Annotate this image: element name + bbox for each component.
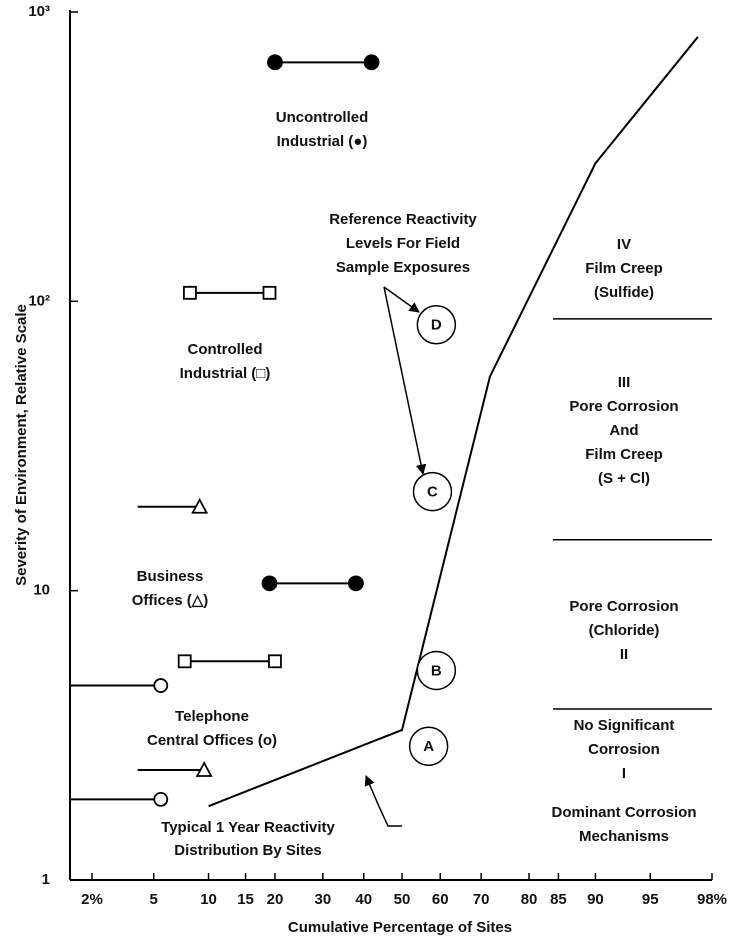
region-label: Pore Corrosion <box>569 598 678 615</box>
marker <box>191 497 209 514</box>
region-label: Film Creep <box>585 446 663 463</box>
region-label: No Significant <box>574 717 675 734</box>
line-label: Typical 1 Year Reactivity <box>161 819 335 836</box>
x-tick-label: 85 <box>550 891 567 908</box>
arrow <box>383 286 420 313</box>
x-tick-label: 50 <box>394 891 411 908</box>
reference-label: A <box>423 738 434 755</box>
marker <box>261 575 278 592</box>
x-tick-label: 80 <box>521 891 538 908</box>
marker <box>153 791 169 807</box>
x-tick-label: 10 <box>200 891 217 908</box>
marker <box>363 54 380 71</box>
group-label: Central Offices (o) <box>147 732 277 749</box>
reference-title: Levels For Field <box>346 235 460 252</box>
x-tick-label: 40 <box>355 891 372 908</box>
line-label: Distribution By Sites <box>174 842 322 859</box>
x-tick-label: 2% <box>81 891 103 908</box>
group-label: Telephone <box>175 708 249 725</box>
group-label: Business <box>137 568 204 585</box>
line <box>208 36 699 808</box>
reference-level <box>408 726 449 766</box>
region-label: Mechanisms <box>579 828 669 845</box>
reference-label: B <box>431 662 442 679</box>
marker <box>153 678 169 693</box>
x-tick-label: 5 <box>150 891 158 908</box>
x-tick-label: 20 <box>267 891 284 908</box>
marker <box>262 285 277 300</box>
group-label: Offices (△) <box>132 592 209 609</box>
region-label: IV <box>617 236 631 253</box>
marker <box>268 654 282 669</box>
arrow <box>383 286 427 476</box>
reference-level <box>416 304 457 345</box>
reference-label: D <box>431 317 442 334</box>
y-tick-label: 10³ <box>28 3 50 20</box>
reference-level <box>412 471 453 512</box>
region-label: (Sulfide) <box>594 284 654 301</box>
region-label: And <box>609 422 638 439</box>
region-label: Dominant Corrosion <box>552 804 697 821</box>
region-label: I <box>622 765 626 782</box>
reference-level <box>416 650 457 691</box>
x-tick-label: 70 <box>473 891 490 908</box>
region-label: Pore Corrosion <box>569 398 678 415</box>
reference-title: Sample Exposures <box>336 259 470 276</box>
region-label: III <box>618 374 631 391</box>
region-label: (Chloride) <box>589 622 660 639</box>
x-tick-label: 15 <box>237 891 254 908</box>
group-label: Industrial (●) <box>277 133 368 150</box>
x-tick-label: 90 <box>587 891 604 908</box>
group-label: Industrial (□) <box>180 365 271 382</box>
reference-title: Reference Reactivity <box>329 211 477 228</box>
x-tick-label: 98% <box>697 891 727 908</box>
y-tick-label: 10 <box>33 582 50 599</box>
y-tick-label: 1 <box>42 871 50 888</box>
y-tick-label: 10² <box>28 292 50 309</box>
marker <box>183 285 197 300</box>
region-label: Film Creep <box>585 260 663 277</box>
marker <box>177 654 192 669</box>
region-label: (S + Cl) <box>598 470 650 487</box>
y-axis-label: Severity of Environment, Relative Scale <box>13 304 30 586</box>
x-tick-label: 95 <box>642 891 659 908</box>
arrow <box>364 775 402 827</box>
marker <box>267 54 283 71</box>
group-label: Controlled <box>188 341 263 358</box>
reference-label: C <box>427 484 438 501</box>
x-tick-label: 30 <box>315 891 332 908</box>
x-tick-label: 60 <box>432 891 449 908</box>
group-label: Uncontrolled <box>276 109 369 126</box>
x-axis-label: Cumulative Percentage of Sites <box>288 919 512 936</box>
marker <box>195 761 213 777</box>
marker <box>347 575 364 592</box>
region-label: II <box>620 646 628 663</box>
region-label: Corrosion <box>588 741 660 758</box>
